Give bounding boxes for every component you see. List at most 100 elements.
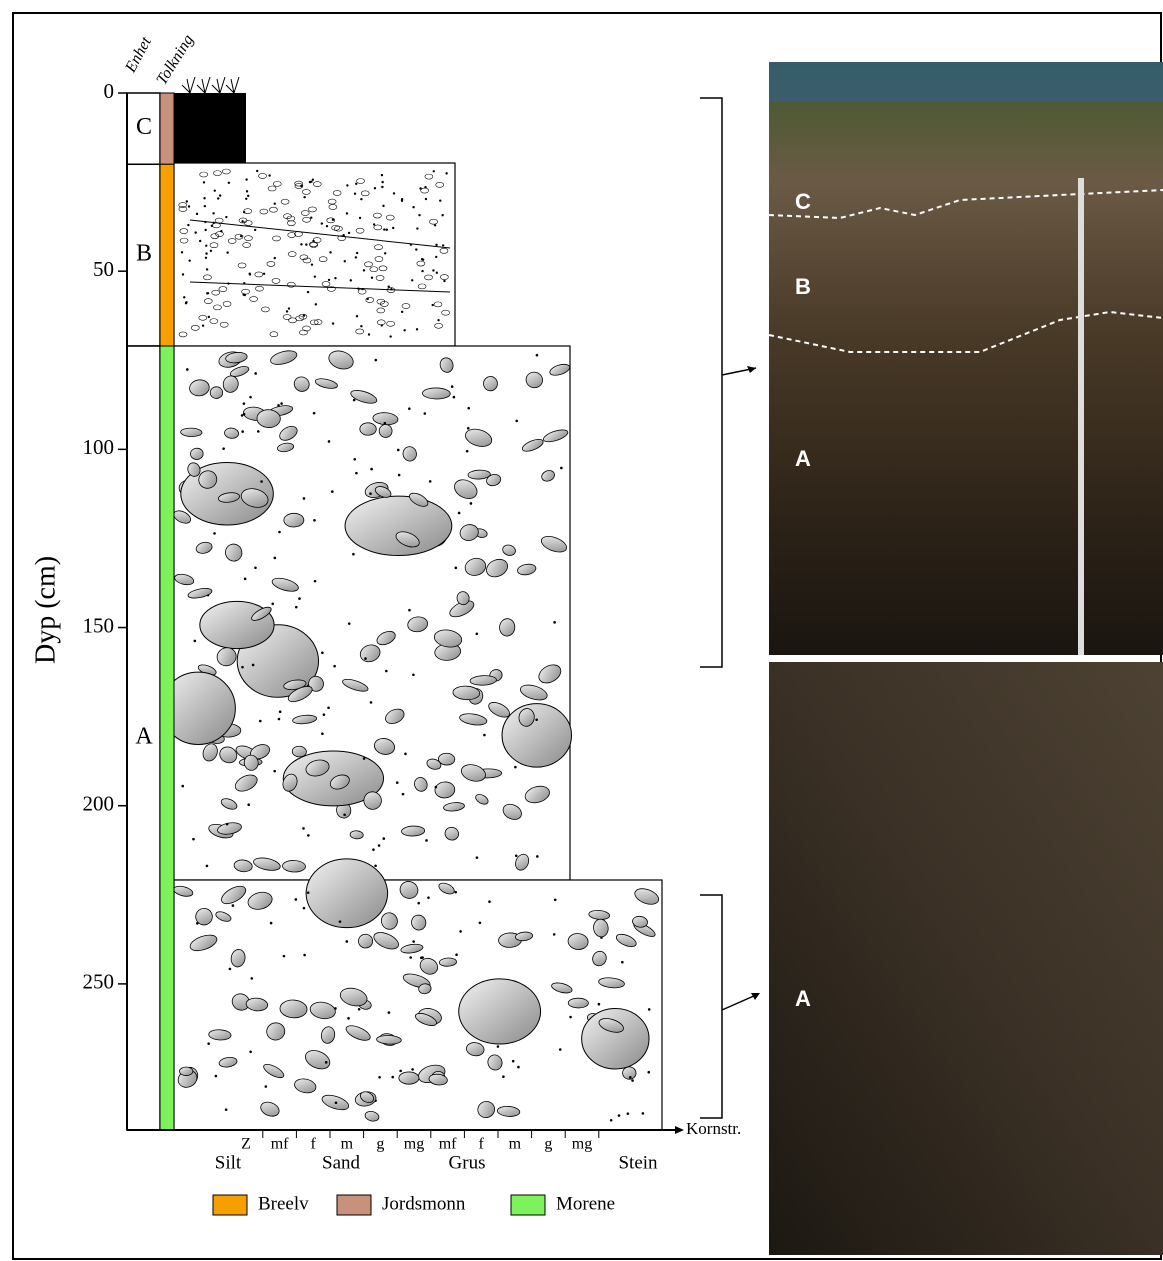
grain	[418, 214, 420, 216]
grain	[228, 182, 230, 184]
grain	[274, 203, 276, 205]
grain	[225, 216, 227, 218]
grain	[425, 198, 427, 200]
grain	[408, 407, 411, 410]
grain	[432, 269, 434, 271]
grain	[207, 1042, 210, 1045]
bracket	[700, 895, 756, 1118]
grain	[350, 279, 352, 281]
grain	[254, 372, 257, 375]
clast	[399, 1072, 419, 1084]
grain	[416, 328, 418, 330]
grain	[270, 922, 273, 925]
grain	[382, 205, 384, 207]
unit-label: C	[136, 114, 152, 140]
grain	[355, 183, 357, 185]
grain	[399, 1070, 402, 1073]
grain	[194, 640, 197, 643]
grain	[517, 1066, 520, 1069]
grain	[278, 718, 281, 721]
grain	[610, 1119, 613, 1122]
group-label: Silt	[215, 1152, 242, 1173]
grain	[205, 257, 207, 259]
class-label: m	[341, 1136, 354, 1153]
grain	[243, 402, 246, 405]
grain	[208, 316, 210, 318]
grain	[311, 263, 313, 265]
grain	[360, 325, 362, 327]
grain	[243, 211, 245, 213]
grain	[307, 291, 309, 293]
grain	[421, 270, 423, 272]
grain	[374, 359, 377, 362]
group-label: Stein	[618, 1152, 658, 1173]
grain	[307, 891, 310, 894]
grain	[210, 250, 212, 252]
y-tick-label: 200	[83, 792, 115, 816]
grain	[355, 472, 358, 475]
grain	[254, 566, 257, 569]
bracket	[700, 98, 756, 667]
grain	[560, 467, 563, 470]
grain	[348, 232, 350, 234]
grain	[321, 651, 324, 654]
photo-label: A	[795, 986, 811, 1011]
grain	[467, 407, 470, 410]
grain	[439, 199, 441, 201]
figure: CBA050100150200250Dyp (cm)EnhetTolkningK…	[0, 0, 1163, 1261]
grain	[245, 178, 247, 180]
grain	[303, 314, 305, 316]
grain	[385, 670, 388, 673]
header: Tolkning	[153, 32, 197, 88]
grain	[328, 440, 331, 443]
grain	[323, 713, 326, 716]
grain	[202, 324, 204, 326]
y-tick-label: 150	[83, 613, 115, 637]
grain	[647, 1071, 650, 1074]
plant	[226, 77, 239, 93]
legend-swatch	[213, 1195, 247, 1215]
grain	[374, 187, 376, 189]
grain	[303, 954, 306, 957]
grain	[183, 296, 185, 298]
grain	[257, 430, 260, 433]
grain	[415, 248, 417, 250]
grain	[364, 657, 367, 660]
grain	[288, 307, 290, 309]
y-tick-label: 250	[83, 970, 115, 994]
grain	[187, 224, 189, 226]
grain	[205, 245, 207, 247]
grain	[383, 228, 385, 230]
grain	[215, 1075, 218, 1078]
grain	[277, 404, 280, 407]
grain	[310, 216, 312, 218]
grain	[435, 256, 437, 258]
grain	[279, 710, 282, 713]
grain	[396, 781, 399, 784]
grain	[445, 172, 447, 174]
grain	[358, 1008, 361, 1011]
grain	[240, 235, 242, 237]
grain	[454, 891, 457, 894]
grain	[295, 898, 298, 901]
grain	[268, 174, 270, 176]
photo-label: C	[795, 189, 811, 214]
grain	[220, 230, 222, 232]
legend-label: Breelv	[258, 1193, 309, 1214]
grain	[204, 205, 206, 207]
grain	[263, 273, 265, 275]
grain	[217, 197, 219, 199]
grain	[621, 961, 624, 964]
grain	[321, 732, 324, 735]
grain	[451, 385, 454, 388]
grain	[384, 422, 387, 425]
grain	[303, 907, 306, 910]
grain	[278, 531, 281, 534]
grain	[333, 665, 336, 668]
grain	[378, 1076, 381, 1079]
grain	[401, 311, 403, 313]
grain	[245, 198, 247, 200]
grain	[312, 178, 314, 180]
grain	[411, 279, 413, 281]
grain	[345, 940, 348, 943]
